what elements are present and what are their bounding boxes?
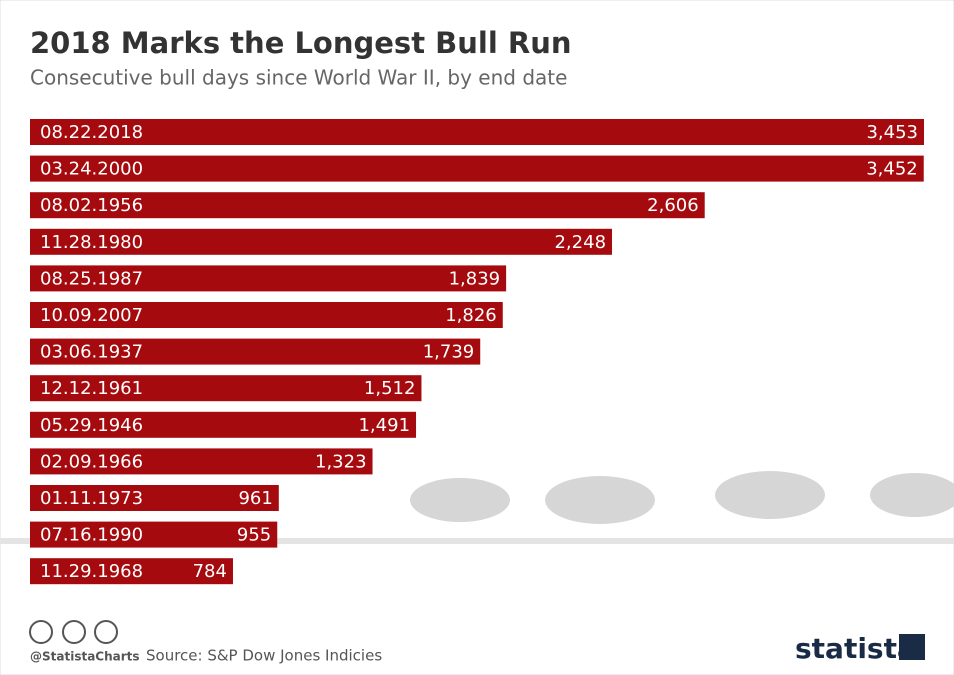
category-label: 12.12.1961 <box>40 378 143 399</box>
value-label: 3,452 <box>866 159 918 180</box>
value-label: 1,512 <box>364 378 416 399</box>
value-label: 1,739 <box>423 342 475 363</box>
category-label: 03.24.2000 <box>40 159 143 180</box>
category-label: 03.06.1937 <box>40 342 143 363</box>
category-label: 08.02.1956 <box>40 195 143 216</box>
bar <box>30 448 373 475</box>
value-label: 2,606 <box>647 195 699 216</box>
bar <box>30 521 278 548</box>
bar <box>30 338 481 365</box>
source: Source: S&P Dow Jones Indicies <box>146 647 382 665</box>
category-label: 02.09.1966 <box>40 451 143 472</box>
value-label: 1,826 <box>445 305 497 326</box>
bar <box>30 192 705 219</box>
credit: @StatistaCharts <box>30 650 140 664</box>
value-label: 955 <box>237 525 271 546</box>
bar <box>30 155 924 182</box>
category-label: 01.11.1973 <box>40 488 143 509</box>
bar <box>30 375 422 402</box>
bull-silhouettes <box>0 471 954 544</box>
bar <box>30 558 233 585</box>
category-label: 05.29.1946 <box>40 415 143 436</box>
category-label: 07.16.1990 <box>40 525 143 546</box>
category-label: 10.09.2007 <box>40 305 143 326</box>
value-label: 961 <box>238 488 272 509</box>
category-label: 11.29.1968 <box>40 561 143 582</box>
value-label: 1,491 <box>358 415 410 436</box>
bar <box>30 119 924 145</box>
bar <box>30 411 417 438</box>
logo-icon <box>899 634 925 660</box>
category-label: 08.22.2018 <box>40 122 143 143</box>
chart-title: 2018 Marks the Longest Bull Run <box>30 26 572 60</box>
bar <box>30 228 613 255</box>
value-label: 1,323 <box>315 451 367 472</box>
chart-subtitle: Consecutive bull days since World War II… <box>30 66 567 90</box>
value-label: 2,248 <box>554 232 606 253</box>
bar <box>30 302 503 328</box>
value-label: 3,453 <box>866 122 918 143</box>
category-label: 08.25.1987 <box>40 268 143 289</box>
value-label: 1,839 <box>449 268 501 289</box>
bar <box>30 485 279 511</box>
category-label: 11.28.1980 <box>40 232 143 253</box>
bar <box>30 265 507 292</box>
logo: statista <box>795 632 916 665</box>
value-label: 784 <box>193 561 227 582</box>
license-icons <box>29 620 118 644</box>
